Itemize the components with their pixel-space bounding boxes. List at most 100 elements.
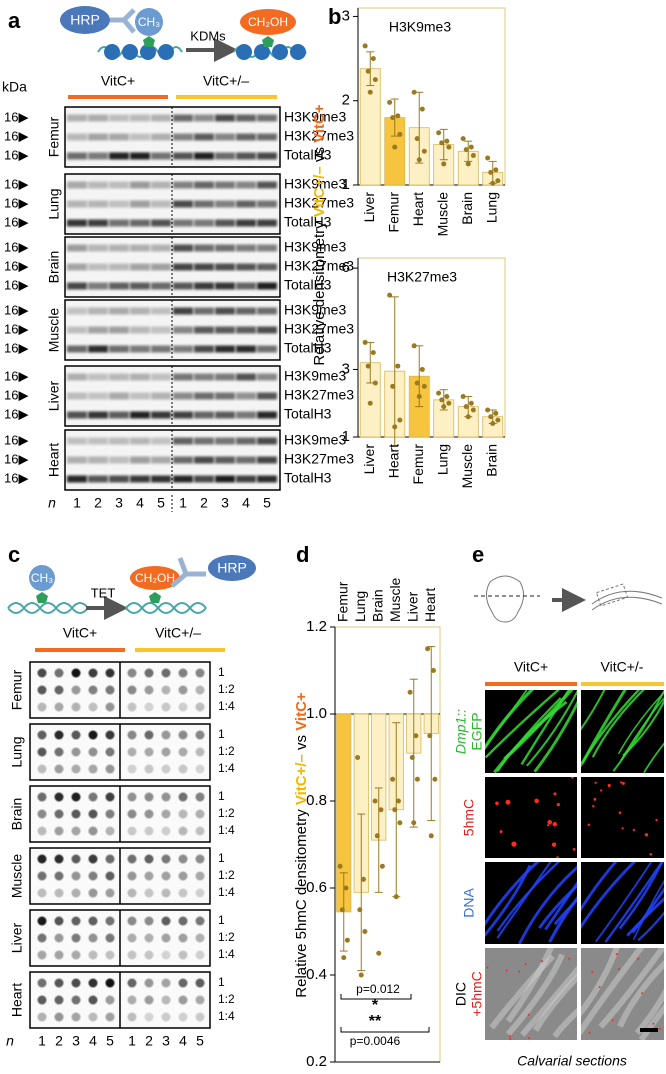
data-point	[387, 292, 393, 298]
signal-dot	[556, 803, 560, 807]
blot-band	[194, 411, 214, 419]
dot	[71, 702, 81, 712]
blot-band	[257, 456, 277, 464]
blot-band	[67, 282, 87, 290]
blot-band	[215, 326, 235, 334]
dot	[195, 747, 205, 757]
blot-band	[257, 114, 277, 122]
blot-band	[151, 200, 171, 208]
blot-band	[236, 437, 256, 445]
blot-band	[88, 345, 108, 353]
blot-band	[173, 475, 193, 483]
data-point	[460, 136, 466, 142]
signal-dot	[547, 819, 553, 825]
signal-streak	[626, 896, 664, 937]
dot	[127, 764, 137, 774]
dot	[71, 854, 81, 864]
annotation: *	[372, 997, 379, 1014]
dot	[37, 764, 47, 774]
blot-band	[194, 181, 214, 189]
data-point	[365, 68, 371, 74]
group-bar	[485, 682, 577, 686]
n-label: n	[48, 495, 56, 511]
hrp-label: HRP	[217, 560, 247, 576]
blot-band	[109, 133, 129, 141]
lane-label: 1	[73, 495, 81, 511]
blot-band	[151, 219, 171, 227]
dot	[37, 978, 47, 988]
dot	[161, 950, 171, 960]
data-point	[397, 417, 403, 423]
blot-band	[257, 263, 277, 271]
dot	[127, 809, 137, 819]
blot-band	[173, 244, 193, 252]
channel-label: EGFP	[469, 712, 485, 750]
blot-band	[88, 411, 108, 419]
y-axis-label-part: Relative densitometry	[311, 217, 328, 365]
blot-band	[151, 114, 171, 122]
dot	[71, 978, 81, 988]
y-tick-label: 1.2	[306, 618, 327, 635]
dna	[125, 602, 207, 614]
data-point	[395, 798, 401, 804]
signal-dot	[621, 827, 624, 830]
signal-dot	[551, 842, 557, 847]
signal-streak	[520, 690, 571, 765]
signal-streak	[485, 690, 561, 759]
blot-band	[194, 114, 214, 122]
dot	[105, 730, 115, 740]
signal-streak	[622, 699, 664, 757]
dot	[161, 854, 171, 864]
blot-band	[215, 152, 235, 160]
signal-dot	[607, 783, 611, 788]
dilution-label: 1:2	[218, 992, 235, 1006]
blot-band	[109, 456, 129, 464]
x-tick-label: Femur	[410, 444, 426, 485]
dot	[195, 978, 205, 988]
data-point	[495, 417, 501, 423]
group-label: VitC+/–	[203, 73, 249, 89]
data-point	[439, 397, 445, 403]
signal-dot	[509, 1035, 512, 1038]
blot-band	[257, 437, 277, 445]
signal-dot	[568, 957, 571, 960]
dot	[71, 1012, 81, 1022]
x-tick-label: Liver	[361, 192, 377, 223]
dot	[195, 730, 205, 740]
dot	[105, 871, 115, 881]
blot-band	[151, 263, 171, 271]
micrograph-bg	[581, 777, 664, 858]
tissue-label: Muscle	[46, 308, 62, 353]
dot	[37, 950, 47, 960]
blot-band	[88, 392, 108, 400]
blot-band	[67, 392, 87, 400]
dot	[88, 950, 98, 960]
blot-band	[173, 392, 193, 400]
blot-band	[88, 181, 108, 189]
data-point	[392, 144, 398, 150]
y-tick-label: 0.6	[306, 879, 327, 896]
data-point	[372, 798, 378, 804]
dot	[161, 995, 171, 1005]
methyl-label: CH₃	[31, 571, 53, 585]
dot	[88, 1012, 98, 1022]
signal-dot	[652, 1022, 655, 1025]
blot-band	[130, 373, 150, 381]
blot-band	[130, 456, 150, 464]
data-point	[490, 180, 496, 186]
data-point	[485, 155, 491, 161]
blot-band	[173, 114, 193, 122]
dot	[88, 854, 98, 864]
dot-blot	[29, 971, 211, 1029]
blot-band	[236, 456, 256, 464]
y-axis-label: Relative 5hmC densitometry VitC+/– vs Vi…	[293, 692, 310, 998]
blot-band	[257, 152, 277, 160]
data-point	[395, 363, 401, 369]
data-point	[390, 383, 396, 389]
x-tick-label: Lung	[483, 192, 499, 223]
y-axis-label-part: VitC+	[311, 104, 328, 143]
data-point	[370, 350, 376, 356]
blot-band	[215, 200, 235, 208]
data-point	[427, 733, 433, 739]
blot-band	[215, 114, 235, 122]
